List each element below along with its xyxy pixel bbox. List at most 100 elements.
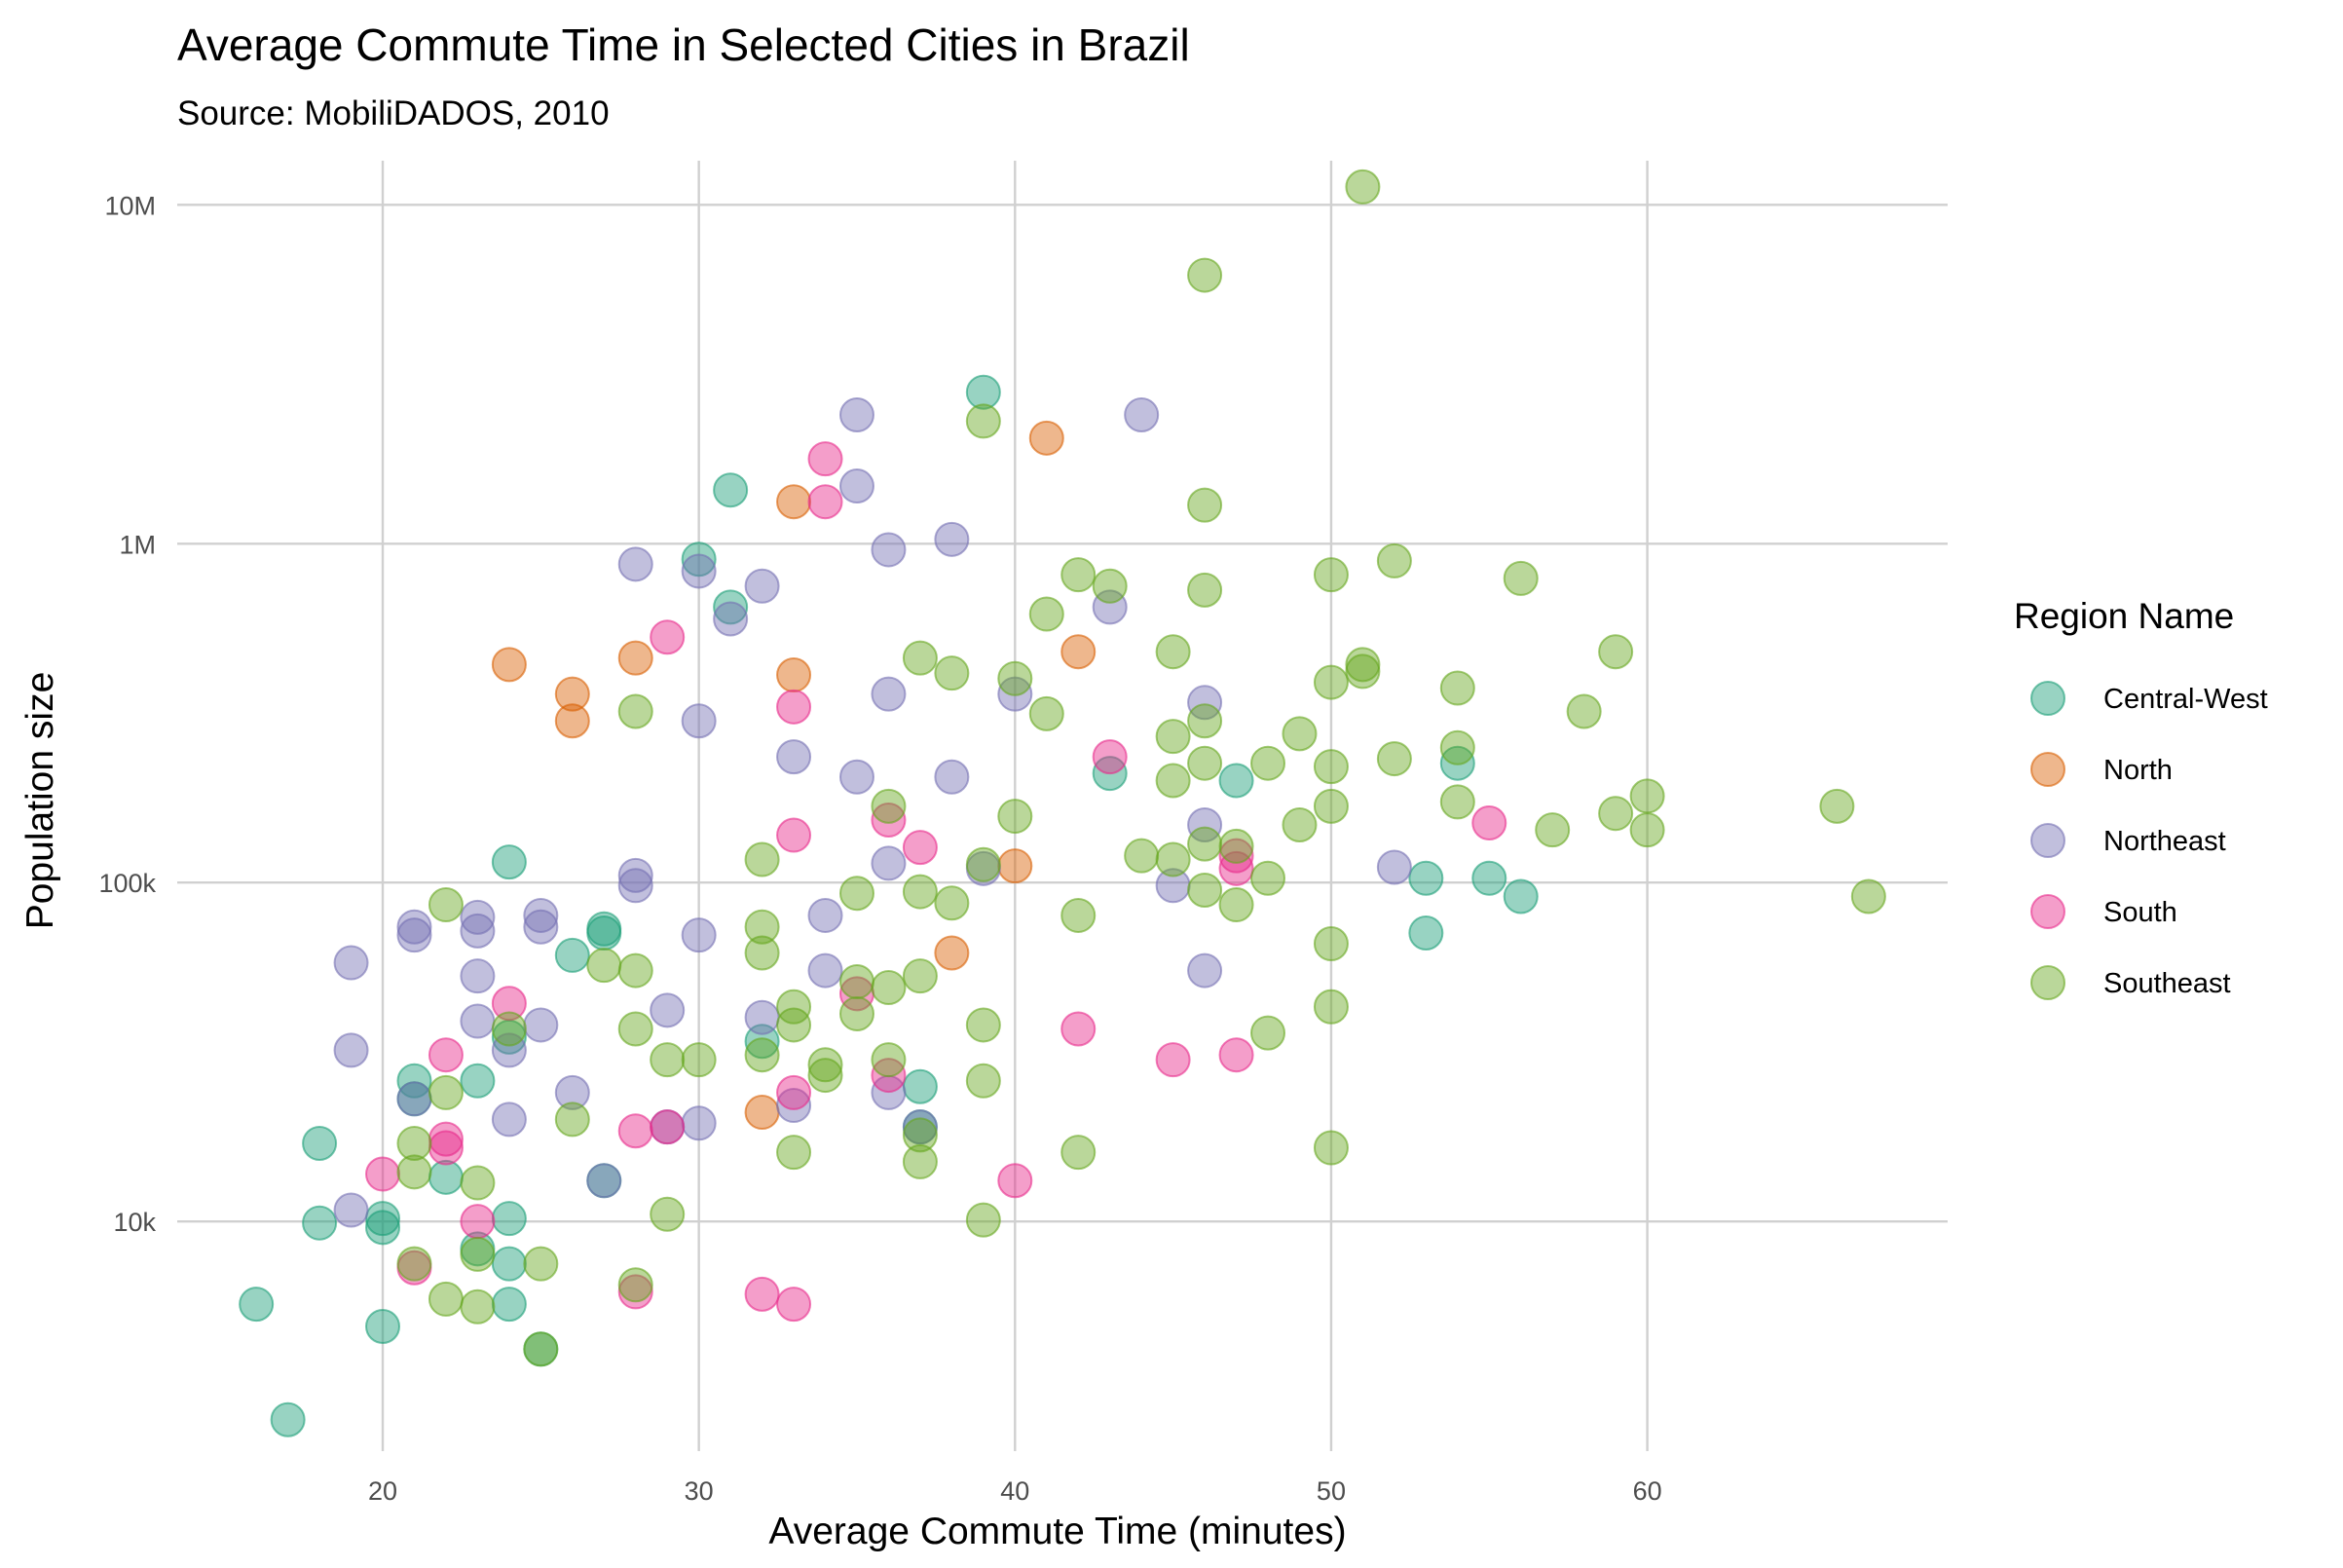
data-point bbox=[871, 532, 907, 568]
data-point bbox=[491, 986, 527, 1022]
data-point bbox=[491, 647, 527, 683]
x-tick-label: 40 bbox=[1000, 1476, 1029, 1506]
y-axis-title: Population size bbox=[19, 672, 61, 930]
chart-title: Average Commute Time in Selected Cities … bbox=[177, 19, 1190, 70]
data-point bbox=[1218, 1037, 1254, 1073]
data-point bbox=[1187, 872, 1223, 908]
legend: Central-West North Northeast South Southeast bbox=[2030, 681, 2268, 1000]
data-point bbox=[838, 396, 874, 432]
data-point bbox=[1313, 749, 1349, 785]
data-point bbox=[997, 676, 1033, 712]
data-point bbox=[554, 703, 590, 739]
data-point bbox=[713, 472, 749, 508]
data-point bbox=[902, 1143, 938, 1179]
data-point bbox=[428, 887, 464, 923]
data-point bbox=[365, 1210, 401, 1246]
data-point bbox=[1218, 887, 1254, 923]
data-point bbox=[902, 1068, 938, 1104]
data-point bbox=[270, 1401, 306, 1437]
data-point bbox=[681, 917, 717, 953]
data-point bbox=[1376, 741, 1412, 777]
data-point bbox=[776, 1135, 812, 1171]
data-point bbox=[1313, 664, 1349, 700]
data-point bbox=[554, 1101, 590, 1138]
data-point bbox=[396, 1154, 432, 1190]
data-point bbox=[1250, 1015, 1286, 1051]
data-point bbox=[744, 1024, 780, 1060]
legend-swatch bbox=[2030, 752, 2065, 787]
data-point bbox=[934, 885, 970, 921]
data-point bbox=[1439, 784, 1475, 820]
chart-subtitle: Source: MobiliDADOS, 2010 bbox=[177, 94, 610, 132]
data-point bbox=[1471, 860, 1507, 896]
data-point bbox=[1250, 745, 1286, 781]
data-point bbox=[1471, 804, 1507, 840]
data-point bbox=[713, 601, 749, 637]
legend-label: Northeast bbox=[2103, 826, 2226, 857]
data-point bbox=[554, 937, 590, 973]
data-point bbox=[365, 1156, 401, 1192]
data-point bbox=[491, 1201, 527, 1237]
data-point bbox=[1313, 926, 1349, 962]
data-point bbox=[807, 484, 843, 520]
data-point bbox=[428, 1074, 464, 1110]
data-point bbox=[491, 1032, 527, 1068]
data-point bbox=[744, 999, 780, 1035]
data-point bbox=[838, 995, 874, 1031]
data-point bbox=[902, 1117, 938, 1153]
data-point bbox=[965, 1063, 1001, 1099]
data-point bbox=[965, 1007, 1001, 1043]
data-point bbox=[1439, 670, 1475, 706]
data-point bbox=[1092, 589, 1128, 625]
data-point bbox=[460, 1165, 496, 1201]
data-point bbox=[1282, 806, 1318, 842]
data-point bbox=[681, 703, 717, 739]
data-point bbox=[1155, 634, 1191, 670]
data-point bbox=[681, 1105, 717, 1141]
data-point bbox=[807, 952, 843, 989]
data-point bbox=[460, 899, 496, 935]
data-point bbox=[1124, 838, 1160, 874]
data-point bbox=[1187, 806, 1223, 842]
data-point bbox=[617, 693, 653, 729]
data-point bbox=[1345, 653, 1381, 690]
data-point bbox=[902, 958, 938, 994]
data-point bbox=[428, 1037, 464, 1073]
data-point bbox=[1819, 788, 1855, 824]
data-point bbox=[396, 1081, 432, 1117]
data-point bbox=[1439, 745, 1475, 781]
data-point bbox=[965, 1202, 1001, 1238]
data-point bbox=[491, 844, 527, 880]
data-point bbox=[1028, 420, 1064, 456]
data-point bbox=[1187, 745, 1223, 781]
data-point bbox=[554, 1074, 590, 1110]
data-point bbox=[1060, 1135, 1097, 1171]
data-point bbox=[744, 841, 780, 877]
data-point bbox=[1408, 860, 1444, 896]
data-point bbox=[1124, 396, 1160, 432]
data-point bbox=[1218, 763, 1254, 799]
legend-swatch bbox=[2030, 894, 2065, 929]
data-point bbox=[744, 1276, 780, 1312]
data-point bbox=[396, 1063, 432, 1099]
data-point bbox=[965, 374, 1001, 410]
data-point bbox=[523, 897, 559, 933]
data-point bbox=[965, 846, 1001, 882]
data-point bbox=[1187, 685, 1223, 721]
data-point bbox=[776, 1287, 812, 1323]
data-point bbox=[491, 1011, 527, 1047]
data-point bbox=[1028, 695, 1064, 731]
data-point bbox=[776, 739, 812, 775]
data-point bbox=[1439, 729, 1475, 765]
data-point bbox=[997, 1163, 1033, 1199]
data-point bbox=[650, 992, 686, 1028]
data-point bbox=[1060, 1011, 1097, 1047]
data-point bbox=[460, 1204, 496, 1240]
data-point bbox=[776, 484, 812, 520]
data-point bbox=[1155, 719, 1191, 755]
data-point bbox=[1598, 634, 1634, 670]
data-point bbox=[1313, 1130, 1349, 1166]
data-point bbox=[586, 1163, 622, 1199]
data-point bbox=[902, 1109, 938, 1145]
legend-item-central-west: Central-West bbox=[2030, 681, 2268, 716]
